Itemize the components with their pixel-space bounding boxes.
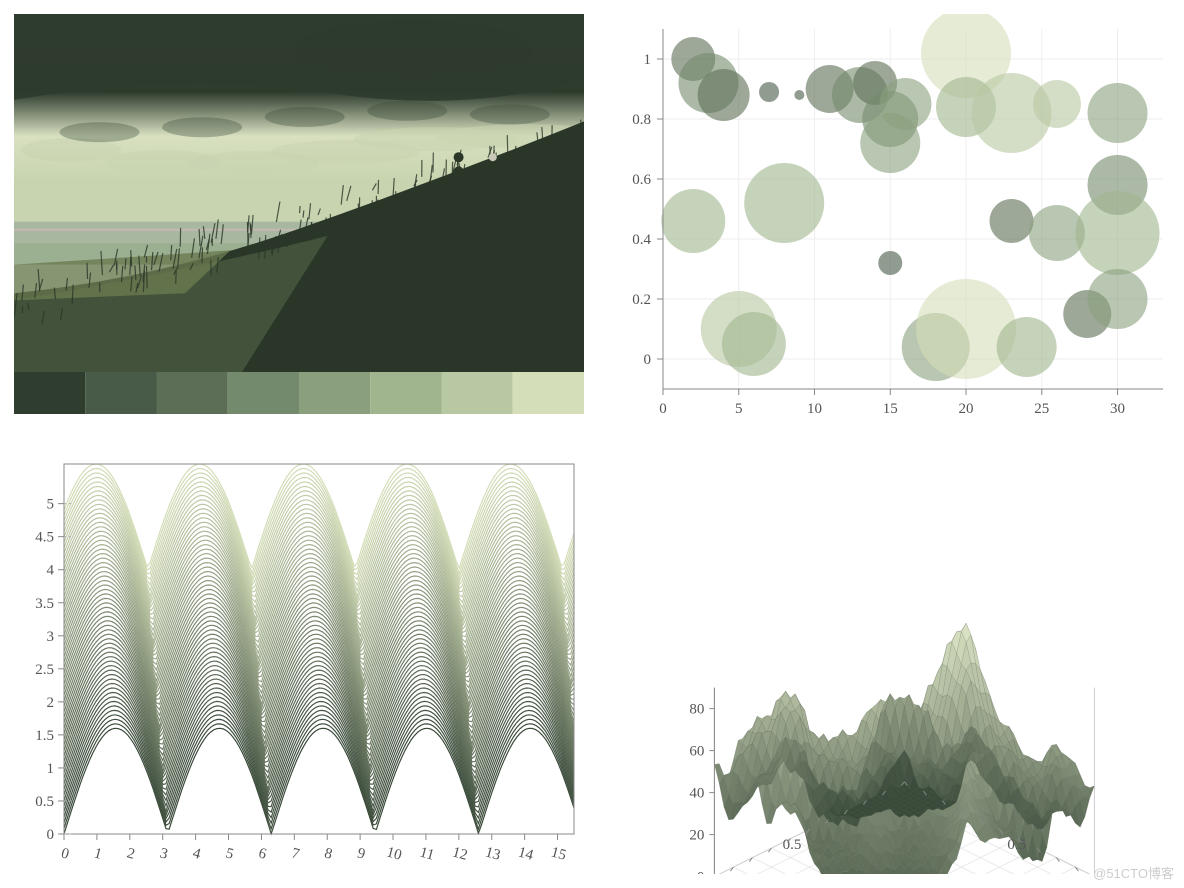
svg-text:0: 0 bbox=[644, 352, 652, 368]
svg-text:11: 11 bbox=[418, 845, 436, 864]
svg-text:30: 30 bbox=[1110, 401, 1125, 417]
svg-text:2: 2 bbox=[47, 695, 55, 711]
bubble-chart-svg: 0 5 10 15 20 25 30 0 0.2 0.4 0.6 0.8 1 bbox=[608, 14, 1178, 434]
palette-swatch bbox=[14, 372, 85, 414]
wave-chart-panel: 012345678910111213141500.511.522.533.544… bbox=[14, 454, 584, 874]
bubble-point bbox=[661, 189, 725, 253]
svg-text:4: 4 bbox=[191, 845, 203, 863]
svg-text:15: 15 bbox=[549, 844, 568, 863]
svg-text:1: 1 bbox=[92, 845, 103, 862]
bubble-point bbox=[1076, 191, 1160, 275]
svg-text:60: 60 bbox=[689, 744, 704, 760]
svg-text:4.5: 4.5 bbox=[35, 530, 54, 546]
svg-text:0.8: 0.8 bbox=[632, 112, 651, 128]
svg-text:0.6: 0.6 bbox=[632, 172, 651, 188]
svg-text:0: 0 bbox=[659, 401, 667, 417]
svg-text:3: 3 bbox=[158, 845, 169, 862]
palette-swatch bbox=[228, 372, 299, 414]
svg-text:8: 8 bbox=[323, 845, 334, 862]
bubble-point bbox=[1033, 80, 1081, 128]
svg-text:13: 13 bbox=[483, 844, 502, 863]
bubble-chart-panel: 0 5 10 15 20 25 30 0 0.2 0.4 0.6 0.8 1 bbox=[608, 14, 1178, 434]
bubble-point bbox=[744, 163, 824, 243]
svg-text:0: 0 bbox=[59, 845, 70, 862]
svg-text:12: 12 bbox=[451, 844, 470, 863]
svg-text:5: 5 bbox=[47, 497, 55, 513]
svg-text:25: 25 bbox=[1034, 401, 1049, 417]
svg-text:10: 10 bbox=[385, 844, 404, 863]
svg-text:0.5: 0.5 bbox=[783, 837, 802, 853]
palette-swatch bbox=[513, 372, 584, 414]
svg-text:0.2: 0.2 bbox=[632, 292, 651, 308]
svg-text:4: 4 bbox=[47, 563, 55, 579]
svg-text:20: 20 bbox=[689, 828, 704, 844]
svg-text:3: 3 bbox=[47, 629, 55, 645]
surface-chart-svg: 0204060800.510.5 bbox=[608, 454, 1178, 874]
svg-text:1.5: 1.5 bbox=[35, 728, 54, 744]
palette-swatch bbox=[370, 372, 441, 414]
svg-text:40: 40 bbox=[689, 786, 704, 802]
svg-text:10: 10 bbox=[807, 401, 822, 417]
surface-chart-panel: 0204060800.510.5 bbox=[608, 454, 1178, 874]
svg-text:2: 2 bbox=[125, 845, 136, 862]
svg-text:1: 1 bbox=[644, 52, 652, 68]
bubble-point bbox=[997, 317, 1057, 377]
palette-swatch bbox=[157, 372, 228, 414]
svg-text:5: 5 bbox=[735, 401, 743, 417]
bubble-point bbox=[794, 90, 804, 100]
svg-text:15: 15 bbox=[883, 401, 898, 417]
svg-text:0.4: 0.4 bbox=[632, 232, 651, 248]
svg-text:0.5: 0.5 bbox=[35, 794, 54, 810]
svg-text:1: 1 bbox=[47, 761, 55, 777]
svg-text:80: 80 bbox=[689, 702, 704, 718]
svg-text:9: 9 bbox=[355, 845, 366, 862]
bubble-point bbox=[1088, 269, 1148, 329]
svg-text:5: 5 bbox=[224, 845, 235, 862]
svg-text:7: 7 bbox=[290, 845, 302, 863]
svg-text:3.5: 3.5 bbox=[35, 596, 54, 612]
svg-text:14: 14 bbox=[516, 844, 535, 863]
svg-text:0: 0 bbox=[697, 870, 705, 874]
svg-text:0.5: 0.5 bbox=[1007, 837, 1026, 853]
svg-text:2.5: 2.5 bbox=[35, 662, 54, 678]
svg-text:20: 20 bbox=[959, 401, 974, 417]
bubble-point bbox=[1088, 83, 1148, 143]
bubble-point bbox=[916, 279, 1016, 379]
bubble-point bbox=[759, 82, 779, 102]
svg-text:6: 6 bbox=[257, 845, 269, 863]
bubble-point bbox=[698, 69, 750, 121]
bubble-point bbox=[860, 113, 920, 173]
bubble-point bbox=[878, 251, 902, 275]
bubble-point bbox=[722, 312, 786, 376]
watermark-text: @51CTO博客 bbox=[1093, 863, 1174, 882]
svg-text:0: 0 bbox=[47, 827, 55, 843]
palette-swatch bbox=[442, 372, 513, 414]
landscape-svg bbox=[14, 14, 584, 414]
palette-swatch bbox=[299, 372, 370, 414]
bubble-point bbox=[989, 199, 1033, 243]
landscape-panel bbox=[14, 14, 584, 434]
wave-chart-svg: 012345678910111213141500.511.522.533.544… bbox=[14, 454, 584, 874]
palette-swatch bbox=[85, 372, 156, 414]
